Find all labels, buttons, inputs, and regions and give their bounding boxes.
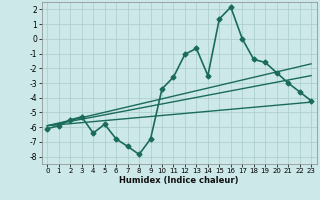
X-axis label: Humidex (Indice chaleur): Humidex (Indice chaleur) — [119, 176, 239, 185]
